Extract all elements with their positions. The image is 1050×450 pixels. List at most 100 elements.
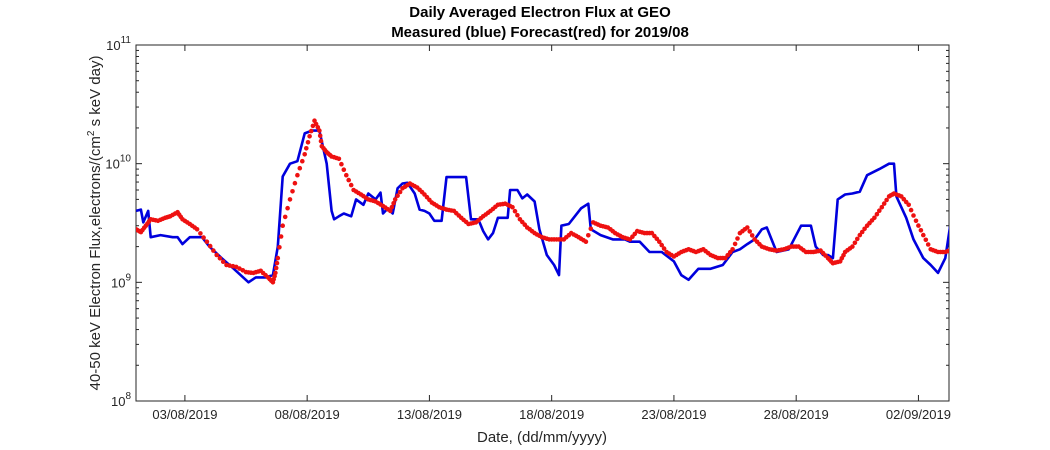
y-tick-label: 1010 [105, 154, 131, 172]
forecast-point [991, 165, 996, 170]
forecast-point [985, 192, 990, 197]
forecast-point [302, 152, 308, 157]
forecast-point [747, 229, 752, 234]
forecast-point [285, 205, 290, 211]
series-layer [136, 118, 1004, 285]
x-tick-label: 08/08/2019 [275, 407, 340, 422]
chart-title-line-1: Daily Averaged Electron Flux at GEO [409, 4, 671, 21]
forecast-point [515, 212, 520, 218]
forecast-point [879, 204, 885, 210]
forecast-point [336, 156, 342, 162]
forecast-point [586, 233, 591, 238]
forecast-point [391, 200, 396, 206]
forecast-point [290, 189, 295, 194]
forecast-point [318, 138, 324, 144]
forecast-point [295, 172, 300, 178]
forecast-point [273, 270, 278, 276]
forecast-point [972, 238, 977, 243]
forecast-point [661, 246, 667, 251]
forecast-point [999, 141, 1004, 146]
y-tick-base: 10 [106, 38, 120, 53]
forecast-point [510, 204, 515, 210]
y-tick-exponent: 9 [125, 272, 131, 283]
forecast-point [960, 249, 965, 254]
chart-title: Daily Averaged Electron Flux at GEO Meas… [391, 4, 689, 41]
forecast-point [307, 134, 312, 139]
forecast-point [996, 151, 1001, 156]
forecast-point [388, 208, 393, 214]
forecast-point [317, 128, 322, 133]
forecast-point [921, 232, 926, 238]
forecast-point [588, 226, 594, 232]
forecast-point [997, 148, 1002, 153]
forecast-point [855, 236, 860, 242]
forecast-point [874, 211, 880, 217]
y-axis-label-tail: s keV day) [87, 56, 104, 131]
forecast-point [201, 235, 206, 240]
forecast-point [990, 170, 995, 175]
forecast-point [389, 204, 395, 210]
forecast-point [220, 259, 226, 265]
forecast-point [884, 197, 889, 203]
forecast-point [292, 180, 298, 186]
forecast-point [305, 140, 311, 145]
forecast-point [583, 239, 589, 244]
forecast-point [275, 255, 281, 261]
forecast-point [397, 189, 403, 195]
forecast-point [906, 202, 911, 208]
forecast-point [207, 243, 213, 249]
y-tick-exponent: 10 [120, 154, 132, 165]
forecast-point [973, 233, 978, 238]
forecast-point [953, 247, 958, 252]
forecast-point [282, 214, 288, 220]
forecast-point [745, 225, 750, 230]
forecast-point [918, 228, 924, 233]
y-tick-label: 109 [111, 272, 131, 290]
x-axis-ticks: 03/08/2019 08/08/2019 13/08/2019 18/08/2019… [152, 45, 951, 422]
forecast-point [194, 227, 200, 232]
forecast-point [214, 252, 219, 258]
forecast-point [657, 239, 662, 244]
forecast-point [986, 185, 991, 190]
forecast-point [317, 133, 323, 139]
forecast-point [967, 247, 972, 252]
forecast-point [341, 167, 347, 172]
forecast-point [278, 234, 284, 239]
plot-area-frame [135, 44, 950, 402]
forecast-point [857, 232, 863, 238]
y-tick-base: 10 [111, 275, 125, 290]
y-tick-base: 10 [105, 157, 119, 172]
y-axis-label-main: 40-50 keV Electron Flux,electrons/(cm [87, 136, 104, 390]
forecast-point [998, 145, 1003, 150]
forecast-point [978, 220, 983, 225]
forecast-point [970, 242, 975, 247]
chart-title-line-2: Measured (blue) Forecast(red) for 2019/0… [391, 24, 689, 41]
forecast-point [659, 242, 664, 248]
forecast-point [274, 260, 280, 266]
x-tick-label: 28/08/2019 [764, 407, 829, 422]
forecast-point [304, 146, 309, 151]
forecast-point [277, 245, 282, 250]
forecast-point [280, 223, 286, 228]
forecast-point [958, 248, 963, 253]
forecast-point [976, 224, 981, 229]
x-axis-label: Date, (dd/mm/yyyy) [477, 429, 607, 446]
forecast-point [950, 247, 955, 252]
forecast-point [512, 208, 518, 214]
forecast-point [968, 244, 973, 249]
forecast-point [344, 172, 349, 178]
y-tick-exponent: 11 [121, 35, 132, 46]
forecast-point [925, 242, 931, 247]
forecast-point [308, 128, 314, 134]
forecast-point [993, 161, 998, 166]
forecast-point [348, 182, 354, 188]
forecast-point [872, 215, 877, 221]
forecast-point [947, 248, 949, 253]
forecast-point [911, 213, 916, 218]
forecast-point [994, 157, 999, 162]
forecast-point [732, 241, 738, 247]
y-tick-label: 108 [111, 391, 131, 409]
forecast-point [297, 165, 303, 171]
forecast-point [273, 265, 279, 271]
